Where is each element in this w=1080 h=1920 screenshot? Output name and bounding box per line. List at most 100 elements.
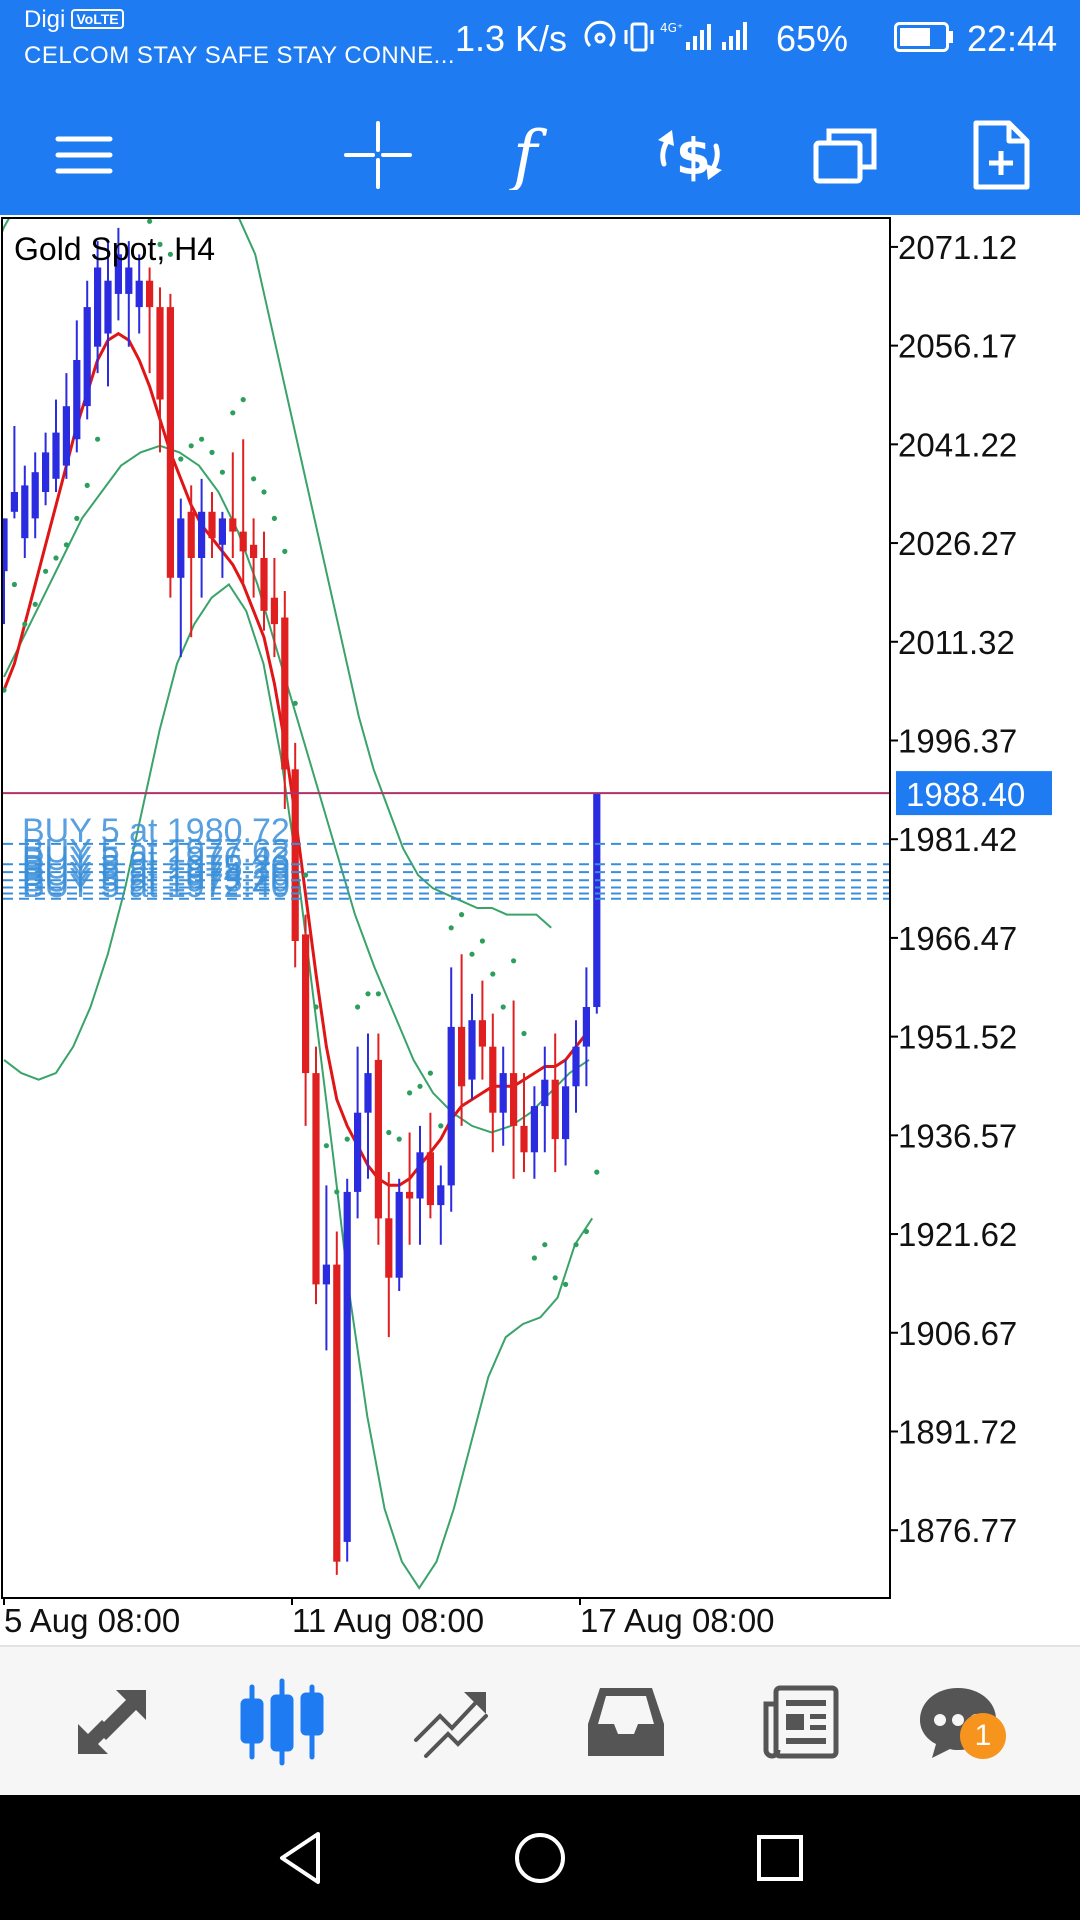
y-tick-label: 1876.77: [898, 1512, 1017, 1549]
nav-chart[interactable]: [212, 1647, 352, 1797]
candle-body: [187, 511, 195, 558]
sar-dot: [188, 443, 194, 449]
windows-button[interactable]: [796, 95, 896, 215]
candle-body: [239, 531, 247, 552]
windows-icon: [813, 128, 877, 184]
sar-dot: [3, 687, 7, 693]
candle-body: [156, 307, 164, 400]
candle-body: [302, 934, 310, 1074]
current-price-tag: [896, 771, 1052, 816]
nav-chat[interactable]: [888, 1647, 1028, 1797]
candles: [3, 227, 601, 1575]
status-bar: Digi VoLTE CELCOM STAY SAFE STAY CONNE...…: [0, 0, 1080, 95]
back-button[interactable]: [240, 1795, 360, 1920]
home-button[interactable]: [480, 1795, 600, 1920]
order-label: BUY 5 at 1975.20: [22, 848, 290, 886]
y-tick-label: 2041.22: [898, 426, 1017, 463]
candle-body: [52, 432, 60, 479]
sar-dot: [334, 1189, 340, 1195]
candle-body: [364, 1073, 372, 1113]
parabolic-sar: [3, 219, 600, 1287]
candle-body: [374, 1059, 382, 1219]
nav-news[interactable]: [730, 1647, 870, 1797]
sar-dot: [510, 958, 517, 964]
candle-body: [343, 1191, 351, 1542]
y-tick-label: 1951.52: [898, 1019, 1017, 1056]
sar-dot: [271, 515, 277, 521]
sar-dot: [563, 1281, 569, 1287]
chart-icon: [240, 1678, 324, 1766]
candle-body: [31, 472, 39, 519]
order-label: BUY 5 at 1980.72: [22, 812, 290, 850]
y-tick-label: 2011.32: [898, 624, 1015, 661]
candle-body: [83, 307, 91, 407]
chart-area[interactable]: BUY 5 at 1980.72 BUY 5 at 1977.62 BUY 5 at…: [0, 215, 1080, 1645]
y-tick-label: 2056.17: [898, 328, 1017, 365]
y-tick-label: 1966.47: [898, 920, 1017, 957]
symbol-label: Gold Spot, H4: [14, 231, 215, 267]
y-tick-label: 1921.62: [898, 1216, 1017, 1253]
candle-body: [541, 1079, 549, 1107]
sar-dot: [479, 938, 485, 944]
carrier-name: Digi: [24, 6, 66, 33]
sar-dot: [542, 1242, 548, 1248]
menu-button[interactable]: [34, 95, 134, 215]
candle-body: [312, 1073, 320, 1285]
sar-dot: [209, 449, 215, 455]
order-label: BUY 5 at 1972.40: [22, 867, 290, 905]
recents-button[interactable]: [720, 1795, 840, 1920]
candle-body: [218, 518, 226, 545]
sar-dot: [386, 1129, 392, 1136]
price-axis: 2071.12 2056.17 2041.22 2026.27 2011.32 1996.…: [890, 229, 1017, 1549]
candle-body: [3, 518, 8, 572]
candle-body: [270, 597, 278, 625]
crosshair-icon: [344, 121, 412, 189]
sar-dot: [199, 436, 205, 442]
candle-body: [478, 1020, 486, 1047]
lte-signal-icon: 4G⁺: [660, 21, 711, 50]
bb-middle-line: [3, 444, 590, 1134]
trade-button[interactable]: $: [640, 95, 740, 215]
new-order-button[interactable]: [951, 95, 1051, 215]
nav-trade[interactable]: [382, 1647, 522, 1797]
sar-dot: [63, 542, 69, 548]
vibrate-icon: [630, 22, 648, 52]
candle-body: [62, 406, 70, 466]
candle-body: [166, 307, 174, 578]
order-label: BUY 5 at 1977.62: [22, 832, 290, 870]
recents-icon: [757, 1834, 803, 1881]
quotes-icon: [78, 1690, 146, 1754]
signal-icons: 4G⁺: [584, 20, 747, 52]
candle-body: [458, 1026, 466, 1087]
sar-dot: [251, 476, 257, 482]
y-tick-label: 2026.27: [898, 525, 1017, 562]
candle-body: [94, 267, 102, 347]
sar-dot: [459, 912, 465, 918]
notification-text: CELCOM STAY SAFE STAY CONNE...: [24, 42, 456, 69]
candle-body: [281, 617, 289, 770]
sar-dot: [438, 1123, 444, 1129]
sar-dot: [323, 1143, 329, 1149]
sar-dot: [22, 621, 28, 627]
crosshair-button[interactable]: [328, 95, 428, 215]
sar-dot: [375, 991, 381, 997]
sar-dot: [303, 872, 309, 878]
sar-dot: [282, 548, 288, 554]
indicators-button[interactable]: f: [485, 95, 585, 215]
new-document-icon: [973, 120, 1030, 190]
candle-body: [447, 1026, 455, 1186]
candle-body: [562, 1086, 570, 1140]
candle-body: [42, 452, 50, 492]
nav-history[interactable]: [556, 1647, 696, 1797]
function-icon: f: [508, 120, 548, 190]
candle-body: [593, 793, 601, 1007]
sar-dot: [84, 482, 90, 488]
x-tick-label: 11 Aug 08:00: [292, 1602, 484, 1639]
y-tick-label: 1996.37: [898, 722, 1017, 759]
sar-dot: [573, 1242, 579, 1248]
nav-quotes[interactable]: [42, 1647, 182, 1797]
history-icon: [588, 1688, 664, 1756]
candle-body: [114, 254, 122, 294]
svg-text:4G⁺: 4G⁺: [660, 21, 683, 35]
